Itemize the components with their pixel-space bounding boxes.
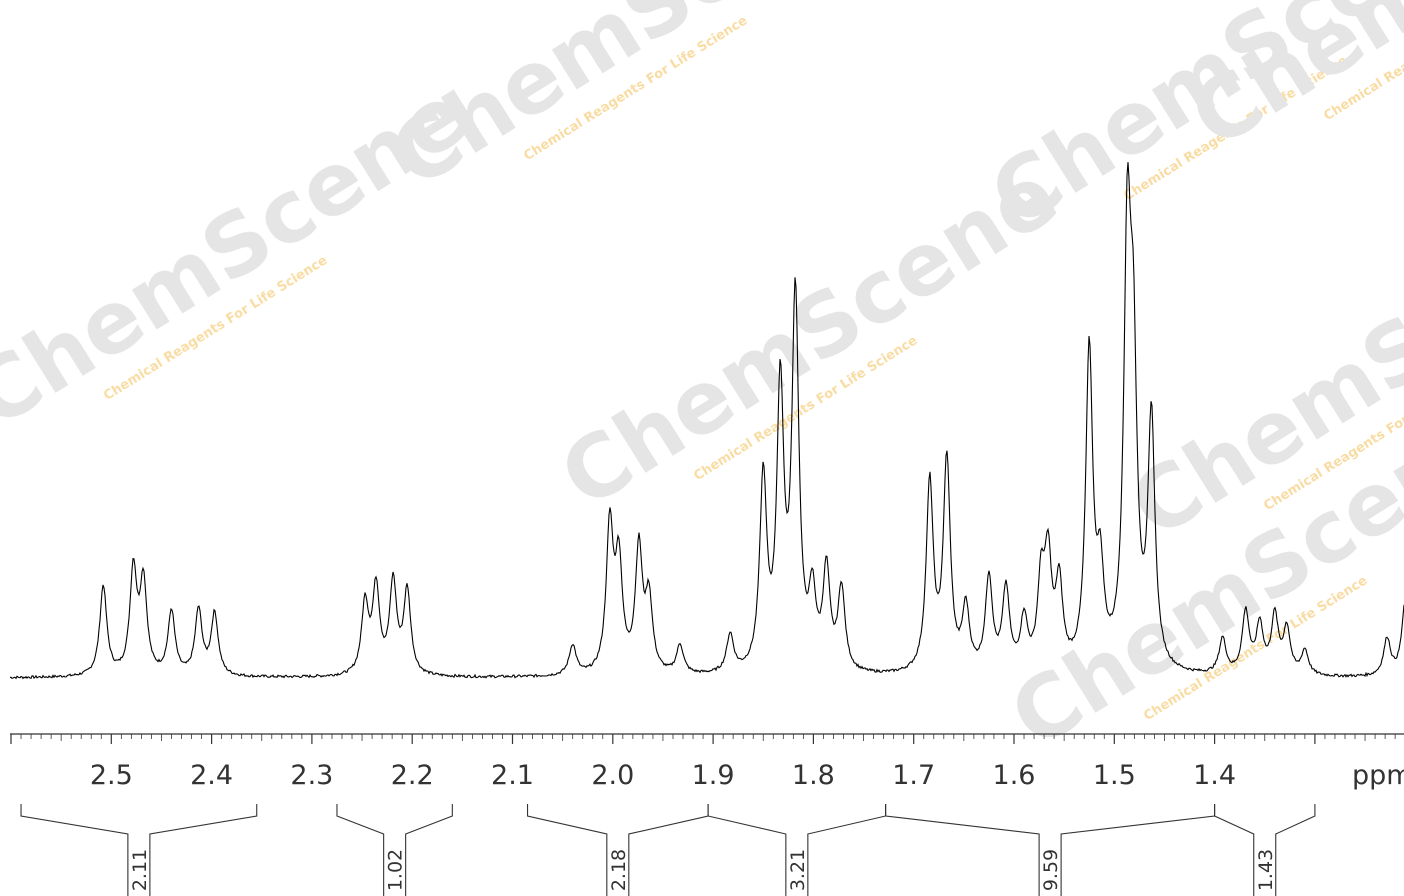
integral-value: 2.11 [129, 849, 151, 891]
tick-label: 1.9 [692, 760, 735, 791]
tick-label: 1.5 [1093, 760, 1136, 791]
tick-label: 1.8 [792, 760, 835, 791]
integral-value: 1.02 [385, 849, 407, 891]
tick-label: 2.5 [90, 760, 133, 791]
tick-label: 2.3 [290, 760, 333, 791]
ppm-axis [10, 733, 1404, 744]
integral-9.59: 9.59 [885, 804, 1216, 896]
tick-label: 1.4 [1193, 760, 1236, 791]
integral-bracket [20, 804, 258, 896]
integral-1.02: 1.02 [336, 804, 453, 896]
integral-value: 3.21 [787, 849, 809, 891]
spectrum-layer [9, 162, 1404, 680]
integral-2.11: 2.11 [20, 804, 258, 896]
tick-labels: 2.5 2.4 2.3 2.2 2.1 2.0 1.9 1.8 1.7 1.6 1.5 1.4 [90, 760, 1236, 791]
watermark-brand: ChemScene [374, 0, 905, 208]
integral-2.18: 2.18 [526, 804, 709, 896]
integral-3.21: 3.21 [707, 804, 887, 896]
integral-1.43: 1.43 [1214, 804, 1316, 896]
integral-value: 1.43 [1255, 849, 1277, 891]
spectrum-trace [9, 162, 1404, 680]
axis-unit-label: ppm [1352, 760, 1404, 791]
tick-label: 1.6 [993, 760, 1036, 791]
tick-label: 1.7 [892, 760, 935, 791]
integral-value: 9.59 [1040, 849, 1062, 891]
tick-label: 2.2 [391, 760, 434, 791]
integral-bracket [1214, 804, 1316, 896]
integral-brackets: 2.11 1.02 2.18 3.21 9.59 1.43 [20, 804, 1316, 896]
integral-value: 2.18 [608, 849, 630, 891]
tick-label: 2.4 [190, 760, 233, 791]
tick-label: 2.0 [591, 760, 634, 791]
tick-label: 2.1 [491, 760, 534, 791]
watermark-brand: ChemScene [544, 145, 1075, 528]
integral-bracket [336, 804, 453, 896]
